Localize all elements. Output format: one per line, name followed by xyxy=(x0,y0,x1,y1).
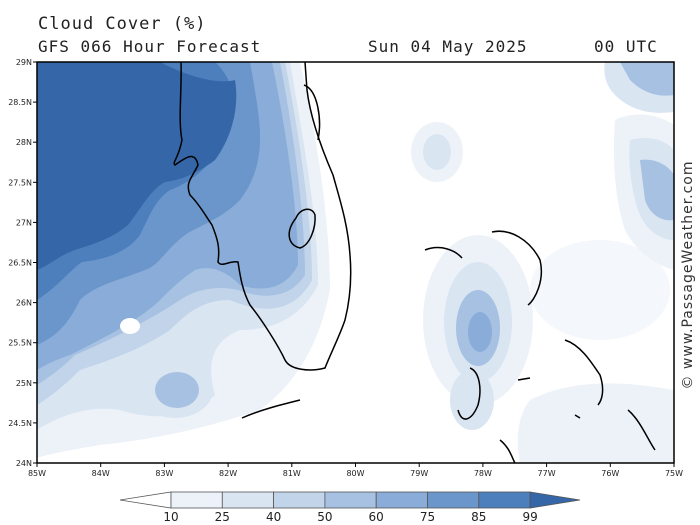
legend-label: 10 xyxy=(163,510,178,524)
lat-label: 27N xyxy=(16,218,32,227)
legend-label: 25 xyxy=(215,510,230,524)
legend-swatch xyxy=(273,491,326,509)
legend-label: 40 xyxy=(266,510,281,524)
credit-text: © www.PassageWeather.com xyxy=(680,160,696,390)
lat-label: 29N xyxy=(16,58,32,67)
legend-swatch xyxy=(478,491,531,509)
lon-label: 85W xyxy=(28,469,46,478)
legend-label: 75 xyxy=(420,510,435,524)
lon-label: 82W xyxy=(219,469,237,478)
legend-swatch xyxy=(427,491,480,509)
legend-label: 85 xyxy=(471,510,486,524)
lon-label: 81W xyxy=(283,469,301,478)
lon-label: 79W xyxy=(410,469,428,478)
legend-swatch xyxy=(170,491,223,509)
legend-label: 60 xyxy=(369,510,384,524)
lon-label: 83W xyxy=(155,469,173,478)
lon-label: 76W xyxy=(601,469,619,478)
lon-label: 77W xyxy=(538,469,556,478)
legend-swatch xyxy=(119,491,172,509)
latitude-axis: 29N 28.5N 28N 27.5N 27N 26.5N 26N 25.5N 25N 24.5N… xyxy=(8,58,37,468)
legend-label: 50 xyxy=(317,510,332,524)
lon-label: 84W xyxy=(92,469,110,478)
lon-label: 75W xyxy=(665,469,683,478)
map-subtitle: GFS 066 Hour Forecast xyxy=(38,37,262,56)
lat-label: 24.5N xyxy=(8,419,32,428)
lat-label: 25N xyxy=(16,379,32,388)
legend-swatch xyxy=(221,491,275,509)
lat-label: 25.5N xyxy=(8,339,32,348)
legend-label: 99 xyxy=(522,510,537,524)
legend-swatch xyxy=(529,491,581,509)
lat-label: 24N xyxy=(16,459,32,468)
map-title: Cloud Cover (%) xyxy=(38,14,207,34)
legend-swatch xyxy=(375,491,428,509)
lat-label: 26.5N xyxy=(8,259,32,268)
longitude-axis: 85W 84W 83W 82W 81W 80W 79W 78W 77W 76W 75W xyxy=(28,463,683,478)
legend-swatch xyxy=(324,491,377,509)
lat-label: 27.5N xyxy=(8,178,32,187)
lon-label: 78W xyxy=(474,469,492,478)
legend-colorbar: 10 25 40 50 60 75 85 99 xyxy=(119,491,581,524)
credit-watermark: © www.PassageWeather.com xyxy=(676,150,700,400)
lat-label: 28.5N xyxy=(8,98,32,107)
coastline-outline xyxy=(173,62,656,463)
forecast-time: 00 UTC xyxy=(594,37,658,56)
lon-label: 80W xyxy=(346,469,364,478)
lat-label: 26N xyxy=(16,299,32,308)
lat-label: 28N xyxy=(16,138,32,147)
forecast-date: Sun 04 May 2025 xyxy=(368,37,528,56)
cloud-cover-field xyxy=(37,62,674,463)
